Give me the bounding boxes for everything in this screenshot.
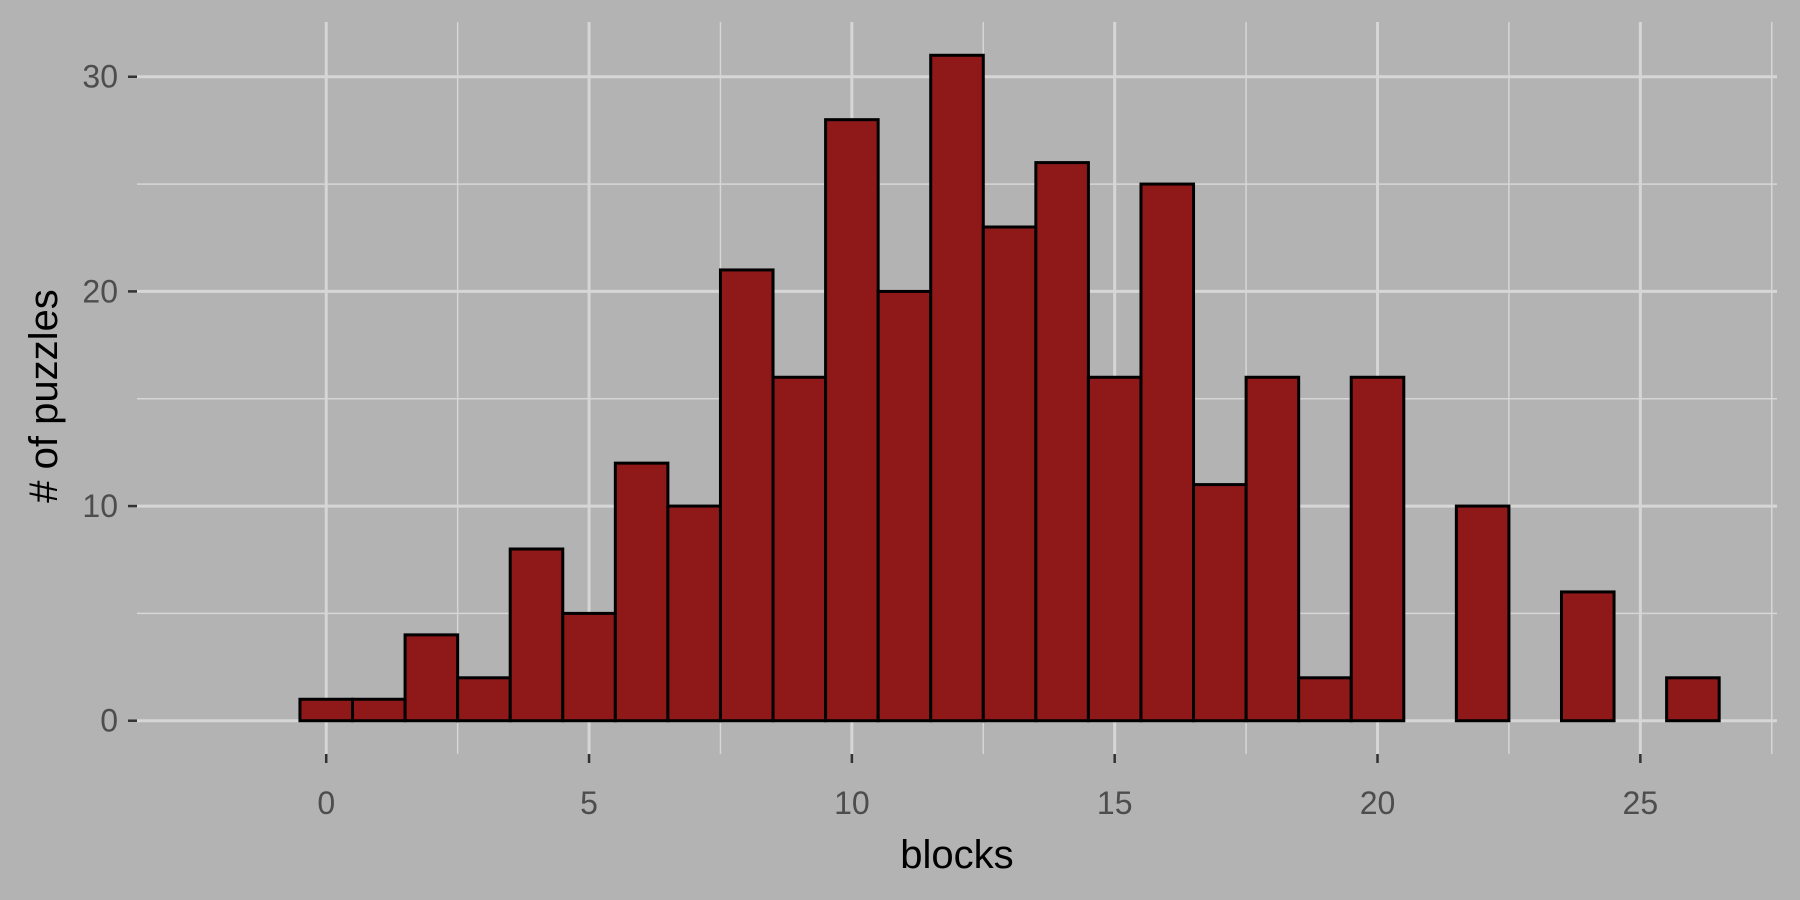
x-tick-label: 25	[1623, 785, 1659, 821]
histogram-bar	[1086, 375, 1143, 723]
histogram-bar	[929, 53, 985, 723]
y-tick-label: 20	[82, 273, 118, 309]
x-tick-label: 0	[317, 785, 335, 821]
y-tick-labels: 0 10 20 30	[82, 59, 118, 739]
histogram-bar	[824, 118, 880, 723]
histogram-bar	[298, 697, 355, 723]
histogram-bar	[403, 633, 460, 723]
histogram-bar	[1139, 182, 1196, 723]
x-axis-title: blocks	[900, 833, 1013, 877]
histogram-bar	[1244, 375, 1301, 723]
histogram-bar	[1349, 375, 1406, 723]
y-tick-label: 0	[100, 703, 118, 739]
histogram-bar	[1192, 483, 1248, 723]
histogram-bar	[613, 461, 670, 723]
axis-ticks	[128, 75, 1642, 763]
histogram-bar	[771, 375, 828, 723]
y-tick-label: 30	[82, 59, 118, 95]
histogram-bar	[1034, 161, 1090, 723]
histogram-bar	[456, 676, 512, 723]
histogram-bar	[666, 504, 722, 723]
histogram-bar	[1559, 590, 1616, 723]
histogram-bar	[561, 611, 617, 723]
x-tick-label: 5	[580, 785, 598, 821]
histogram-bar	[718, 268, 775, 723]
histogram-bar	[1665, 676, 1721, 723]
histogram-bar	[351, 697, 407, 723]
x-tick-labels: 0 5 10 15 20 25	[317, 785, 1658, 821]
histogram-bar	[876, 289, 933, 723]
x-tick-label: 10	[834, 785, 870, 821]
histogram-bar	[1454, 504, 1511, 723]
x-tick-label: 15	[1097, 785, 1133, 821]
histogram-bar	[508, 547, 565, 723]
histogram-bar	[981, 225, 1038, 723]
y-tick-label: 10	[82, 488, 118, 524]
x-tick-label: 20	[1360, 785, 1396, 821]
histogram-bar	[1297, 676, 1353, 723]
y-axis-title: # of puzzles	[22, 289, 66, 502]
bars	[298, 53, 1721, 723]
